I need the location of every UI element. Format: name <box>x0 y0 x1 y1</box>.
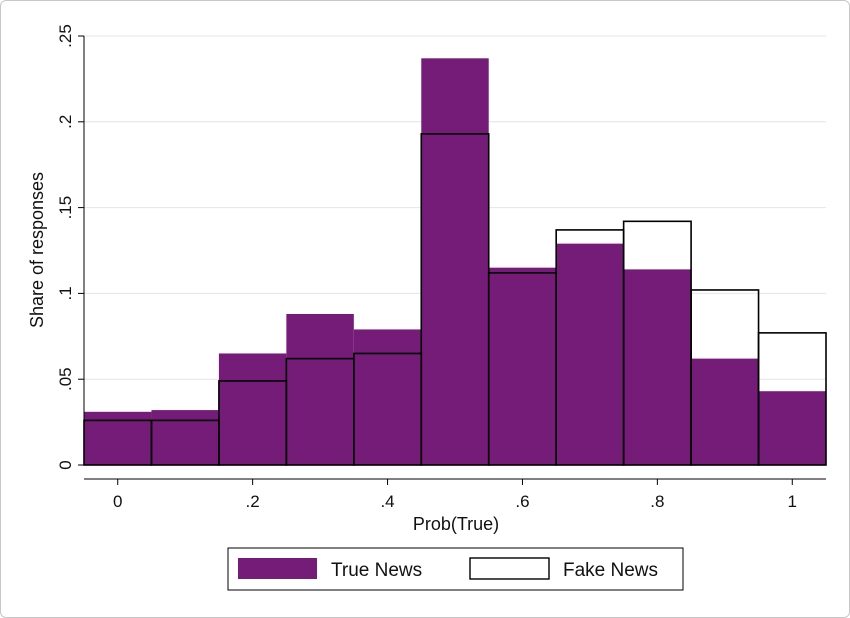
y-axis-title: Share of responses <box>27 172 47 328</box>
true-news-bar <box>151 410 219 465</box>
y-tick-label: .25 <box>56 24 75 48</box>
axes <box>83 36 826 480</box>
x-tick-label: .8 <box>650 492 664 511</box>
true-news-bar <box>758 391 826 465</box>
y-tick-label: .15 <box>56 196 75 220</box>
true-news-bar <box>286 313 354 465</box>
true-news-bar <box>691 358 759 465</box>
y-tick-label: .1 <box>56 286 75 300</box>
legend-box <box>227 547 684 591</box>
x-axis-title: Prob(True) <box>413 514 499 534</box>
x-tick-label: 0 <box>113 492 122 511</box>
x-tick-label: .4 <box>380 492 394 511</box>
true-news-bar <box>488 267 557 465</box>
legend-swatch-true-news <box>238 558 317 579</box>
y-tick-label: 0 <box>56 460 75 469</box>
x-tick-label: 1 <box>788 492 797 511</box>
true-news-bars <box>84 58 826 466</box>
legend-swatch-fake-news <box>469 557 550 580</box>
legend: True News Fake News <box>227 547 684 591</box>
y-tick-label: .05 <box>56 367 75 391</box>
true-news-bar <box>623 269 692 465</box>
legend-label-fake-news: Fake News <box>563 560 658 581</box>
y-axis-ticks: 0 .05 .1 .15 .2 .25 <box>56 24 84 470</box>
y-tick-label: .2 <box>56 115 75 129</box>
legend-label-true-news: True News <box>331 560 422 581</box>
x-tick-label: .6 <box>515 492 529 511</box>
true-news-bar <box>556 243 624 465</box>
fake-news-bar <box>757 332 827 466</box>
true-news-bar <box>218 353 287 465</box>
x-tick-label: .2 <box>246 492 260 511</box>
true-news-bar <box>421 58 489 466</box>
x-axis-ticks: 0 .2 .4 .6 .8 1 <box>113 479 797 511</box>
true-news-bar <box>353 329 422 465</box>
